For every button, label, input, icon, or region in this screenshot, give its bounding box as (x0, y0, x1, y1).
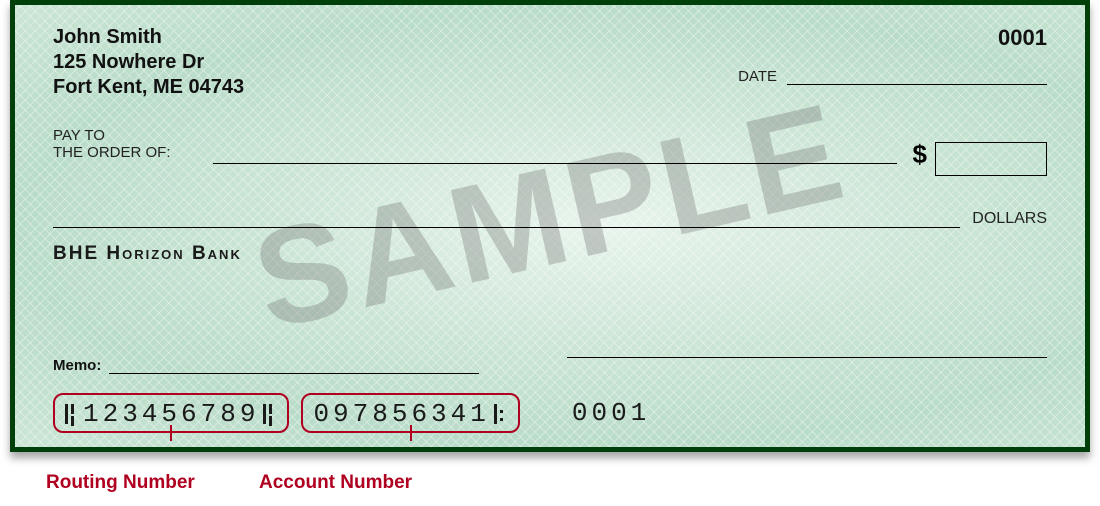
transit-symbol-icon (263, 402, 277, 426)
amount-words-line (53, 227, 960, 228)
routing-tick (170, 425, 172, 441)
payee-line (213, 163, 897, 164)
payer-block: John Smith 125 Nowhere Dr Fort Kent, ME … (53, 25, 244, 100)
pay-to-label-2: THE ORDER OF: (53, 144, 171, 161)
memo-block: Memo: (53, 357, 479, 374)
account-number: 097856341 (313, 399, 489, 429)
transit-symbol-icon (65, 402, 79, 426)
date-line (787, 65, 1047, 85)
date-block: DATE (738, 65, 1047, 85)
amount-words-block: DOLLARS (53, 210, 1047, 228)
dollars-label: DOLLARS (972, 210, 1047, 228)
pay-to-label: PAY TO THE ORDER OF: (53, 127, 171, 162)
date-label: DATE (738, 68, 777, 85)
signature-line (567, 357, 1047, 358)
dollar-sign: $ (913, 139, 927, 170)
routing-number-box: 123456789 (53, 393, 289, 433)
account-number-box: 097856341 (301, 393, 519, 433)
check-body: SAMPLE John Smith 125 Nowhere Dr Fort Ke… (10, 0, 1090, 452)
pay-to-block: PAY TO THE ORDER OF: $ (53, 127, 1047, 162)
routing-callout: Routing Number (46, 472, 231, 494)
account-tick (410, 425, 412, 441)
micr-line: 123456789 097856341 0001 (53, 393, 650, 433)
payer-address-1: 125 Nowhere Dr (53, 50, 244, 75)
bank-name: BHE Horizon Bank (53, 243, 242, 265)
payer-address-2: Fort Kent, ME 04743 (53, 75, 244, 100)
check-container: SAMPLE John Smith 125 Nowhere Dr Fort Ke… (10, 0, 1090, 452)
amount-numeric-box (935, 142, 1047, 176)
memo-line (109, 373, 479, 374)
account-callout: Account Number (259, 472, 444, 494)
micr-check-number: 0001 (572, 398, 650, 428)
memo-label: Memo: (53, 357, 101, 374)
check-number: 0001 (998, 25, 1047, 51)
pay-to-label-1: PAY TO (53, 127, 171, 144)
onus-symbol-icon (494, 402, 508, 426)
payer-name: John Smith (53, 25, 244, 50)
callout-labels: Routing Number Account Number (46, 472, 444, 494)
